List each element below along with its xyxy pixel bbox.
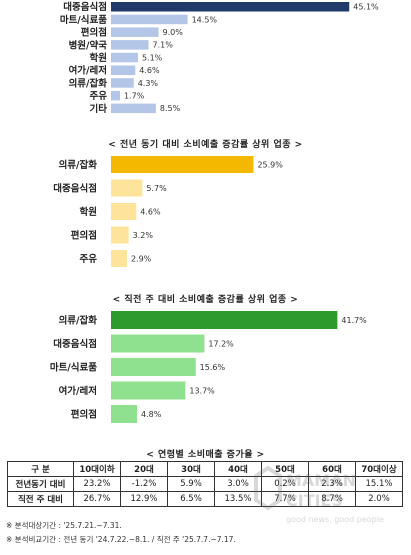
bar xyxy=(111,27,159,37)
notes: ※ 분석대상기간 : '25.7.21.~7.31. ※ 분석비교기간 : 전년… xyxy=(6,519,236,547)
table-row-header: 직전 주 대비 xyxy=(7,491,74,507)
section-title-age: < 연령별 소비매출 증가율 > xyxy=(146,450,265,460)
table-header-cell: 50대 xyxy=(261,461,309,477)
value-label: 13.7% xyxy=(189,386,215,395)
bar xyxy=(111,334,205,353)
value-label: 4.6% xyxy=(140,207,161,216)
bar xyxy=(111,52,138,63)
note-comparison-period: ※ 분석비교기간 : 전년 동기 '24.7.22.~8.1. / 직전 주 '… xyxy=(6,535,236,544)
value-label: 17.2% xyxy=(208,339,234,348)
table-cell: 0.2% xyxy=(261,476,309,492)
chart-yoy-top: 의류/잡화 25.9% 대중음식점 5.7% 학원 4.6% 편의점 3.2% 주유 2.9% xyxy=(0,150,411,270)
table-cell: 7.7% xyxy=(261,491,309,507)
bar xyxy=(111,14,188,25)
table-cell: 6.5% xyxy=(167,491,215,507)
category-label: 편의점 xyxy=(71,229,97,241)
value-label: 4.6% xyxy=(139,66,160,75)
table-cell: 15.1% xyxy=(355,476,403,492)
category-label: 병원/약국 xyxy=(69,39,108,51)
category-label: 학원 xyxy=(90,52,107,64)
category-label: 의류/잡화 xyxy=(59,159,98,171)
table-header-cell: 30대 xyxy=(167,461,215,477)
table-row: 전년동기 대비 23.2% -1.2% 5.9% 3.0% 0.2% 2.3% 15.1% xyxy=(7,476,403,492)
table-header-cell: 60대 xyxy=(308,461,356,477)
value-label: 3.2% xyxy=(133,231,154,240)
chart-wow-top-svg: 의류/잡화 41.7% 대중음식점 17.2% 마트/식료품 15.6% 여가/레저 13.7… xyxy=(50,311,367,423)
category-label: 대중음식점 xyxy=(53,338,97,350)
bar xyxy=(111,65,136,75)
category-label: 편의점 xyxy=(81,27,107,39)
value-label: 7.1% xyxy=(153,41,174,50)
age-growth-table: 구 분 10대이하 20대 30대 40대 50대 60대 70대이상 전년동기 대비 23.2%… xyxy=(7,461,403,507)
category-label: 대중음식점 xyxy=(63,1,107,13)
value-label: 25.9% xyxy=(257,160,283,169)
note-analysis-period: ※ 분석대상기간 : '25.7.21.~7.31. xyxy=(6,521,122,530)
table-cell: 2.3% xyxy=(308,476,356,492)
category-label: 여가/레저 xyxy=(59,385,97,397)
value-label: 1.7% xyxy=(124,92,145,101)
table-cell: 8.7% xyxy=(308,491,356,507)
value-label: 15.6% xyxy=(200,363,226,372)
bar xyxy=(111,156,254,173)
category-label: 기타 xyxy=(90,103,108,115)
value-label: 41.7% xyxy=(341,316,367,325)
table-cell: 26.7% xyxy=(73,491,121,507)
category-label: 주유 xyxy=(80,254,98,265)
section-title-wow: < 직전 주 대비 소비예출 증감률 상위 업종 > xyxy=(112,295,299,305)
table-row-header: 전년동기 대비 xyxy=(7,476,74,492)
table-header-cell: 70대이상 xyxy=(355,461,403,477)
bar xyxy=(111,90,120,101)
category-label: 마트/식료품 xyxy=(60,14,107,26)
value-label: 8.5% xyxy=(160,104,181,113)
table-header-cell: 구 분 xyxy=(7,461,74,477)
section-title-yoy: < 전년 동기 대비 소비예출 증감률 상위 업종 > xyxy=(108,140,303,150)
table-cell: 13.5% xyxy=(214,491,262,507)
category-label: 주유 xyxy=(90,91,108,102)
value-label: 45.1% xyxy=(353,3,379,12)
table-header-row: 구 분 10대이하 20대 30대 40대 50대 60대 70대이상 xyxy=(7,461,403,477)
value-label: 5.1% xyxy=(142,53,163,62)
chart-yoy-top-svg: 의류/잡화 25.9% 대중음식점 5.7% 학원 4.6% 편의점 3.2% 주유 2.9% xyxy=(53,156,283,267)
bar xyxy=(111,381,186,400)
watermark-slogan: good news, good people xyxy=(286,515,384,524)
table-cell: 3.0% xyxy=(214,476,262,492)
bar xyxy=(111,78,134,88)
bar xyxy=(111,203,137,220)
category-label: 여가/레저 xyxy=(69,65,107,77)
value-label: 14.5% xyxy=(192,15,218,24)
category-label: 편의점 xyxy=(71,408,97,420)
bar xyxy=(111,103,156,114)
chart-sales-share: 대중음식점 45.1% 마트/식료품 14.5% 편의점 9.0% 병원/약국 7.1% 학원 5… xyxy=(0,0,411,116)
table-cell: -1.2% xyxy=(120,476,168,492)
bar xyxy=(111,250,127,267)
value-label: 5.7% xyxy=(146,184,167,193)
bar xyxy=(111,2,350,12)
category-label: 마트/식료품 xyxy=(50,361,97,373)
table-cell: 23.2% xyxy=(73,476,121,492)
category-label: 학원 xyxy=(80,206,97,218)
chart-sales-share-svg: 대중음식점 45.1% 마트/식료품 14.5% 편의점 9.0% 병원/약국 7.1% 학원 5… xyxy=(60,1,379,115)
table-header-cell: 10대이하 xyxy=(73,461,121,477)
table-header-cell: 20대 xyxy=(120,461,168,477)
value-label: 9.0% xyxy=(163,28,184,37)
bar xyxy=(111,358,196,376)
table-cell: 12.9% xyxy=(120,491,168,507)
chart-wow-top: 의류/잡화 41.7% 대중음식점 17.2% 마트/식료품 15.6% 여가/레저 13.7… xyxy=(0,306,411,426)
bar xyxy=(111,40,149,50)
category-label: 대중음식점 xyxy=(53,182,97,194)
category-label: 의류/잡화 xyxy=(59,314,98,326)
category-label: 의류/잡화 xyxy=(69,77,108,89)
value-label: 4.3% xyxy=(138,79,159,88)
table-header-cell: 40대 xyxy=(214,461,262,477)
value-label: 4.8% xyxy=(141,410,162,419)
table-cell: 2.0% xyxy=(355,491,403,507)
table-cell: 5.9% xyxy=(167,476,215,492)
bar xyxy=(111,311,338,329)
bar xyxy=(111,179,143,197)
bar xyxy=(111,226,129,244)
table-row: 직전 주 대비 26.7% 12.9% 6.5% 13.5% 7.7% 8.7% 2.0% xyxy=(7,491,403,507)
value-label: 2.9% xyxy=(131,254,152,263)
bar xyxy=(111,405,138,423)
